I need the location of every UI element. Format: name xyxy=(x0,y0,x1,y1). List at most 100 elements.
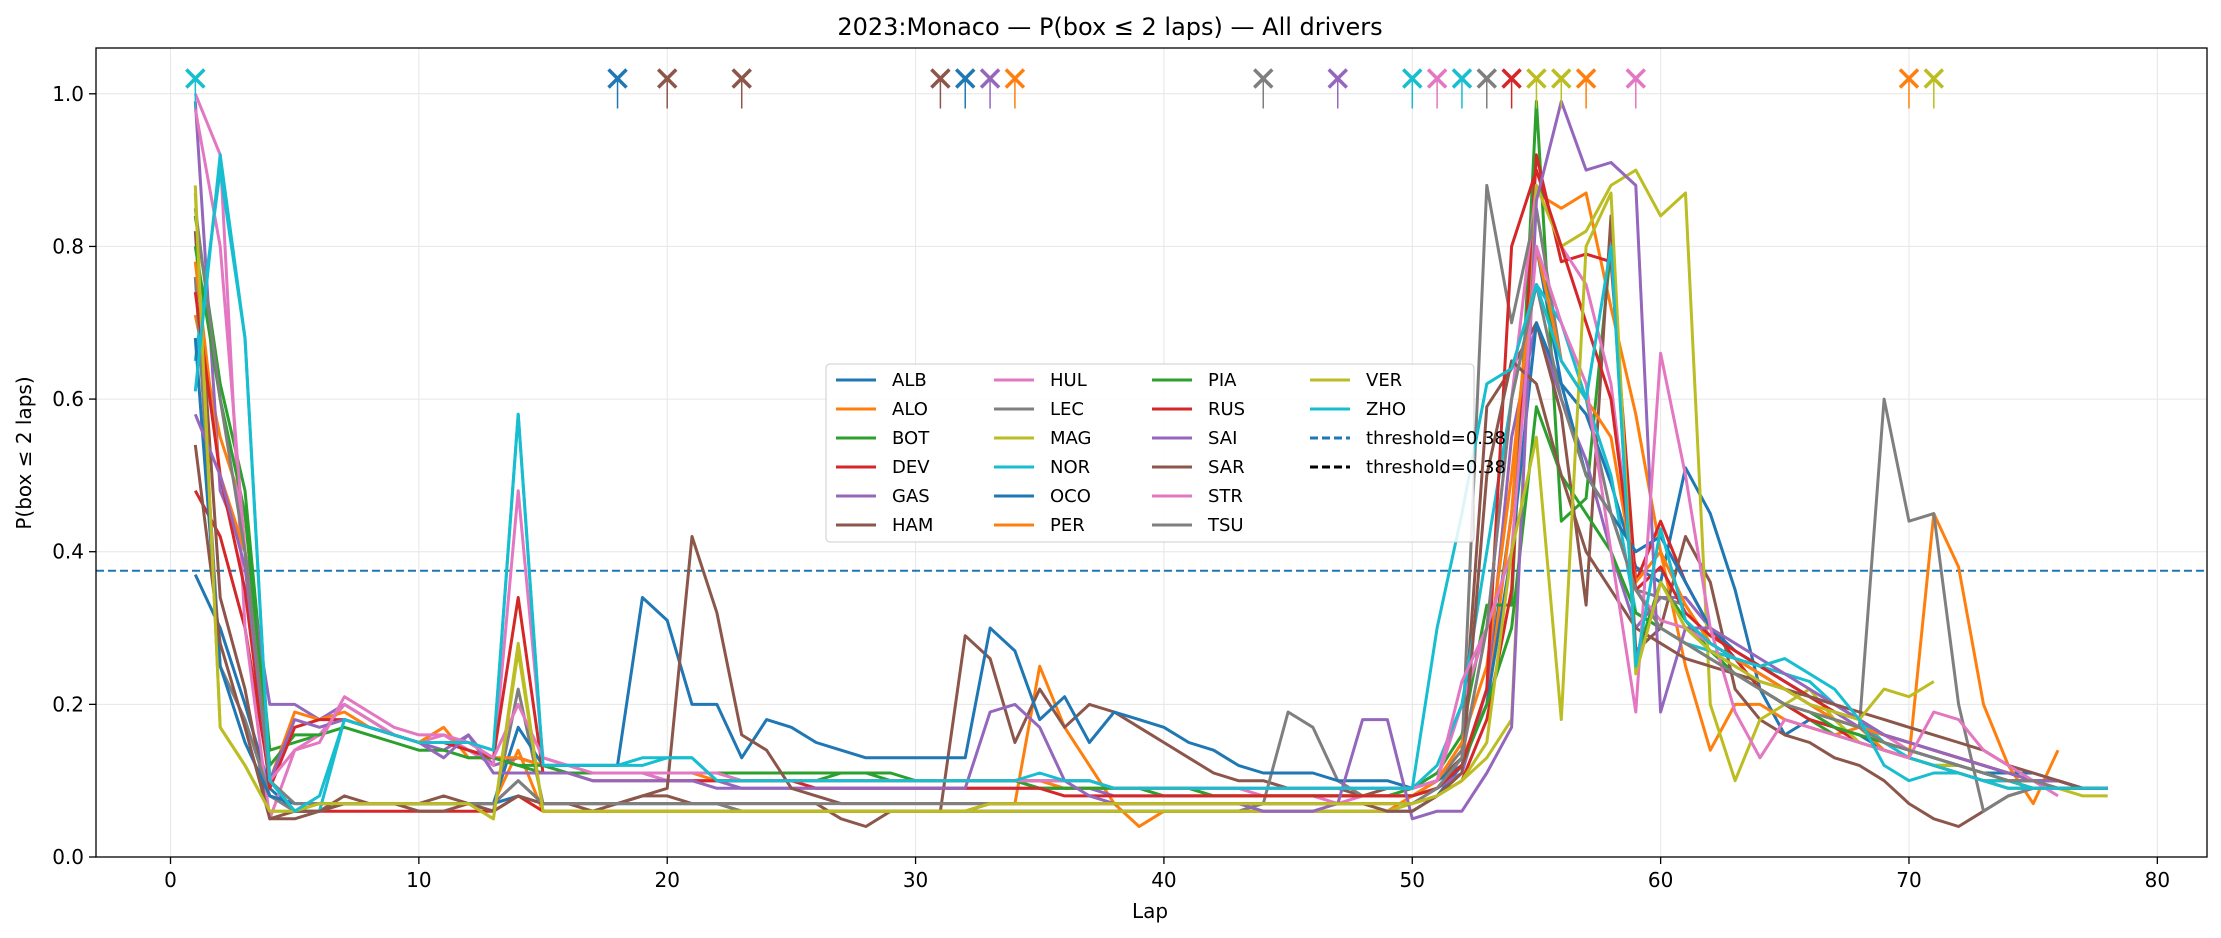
legend-item: BOT xyxy=(836,428,930,449)
legend-label: HAM xyxy=(892,515,933,536)
pit-marker xyxy=(954,68,976,109)
x-tick-label: 40 xyxy=(1151,868,1176,892)
legend-label: DEV xyxy=(892,457,930,478)
pit-marker xyxy=(185,68,206,109)
legend-item: NOR xyxy=(994,457,1090,478)
pit-marker-cross xyxy=(1476,68,1498,89)
legend-item: RUS xyxy=(1152,399,1245,420)
pit-marker-cross xyxy=(1327,68,1349,89)
pit-marker xyxy=(1501,68,1522,109)
legend-label: OCO xyxy=(1050,486,1091,507)
pit-marker xyxy=(1451,68,1473,109)
pit-marker-cross xyxy=(954,68,976,89)
series-line-ver xyxy=(193,191,1935,821)
legend-label: NOR xyxy=(1050,457,1090,478)
axis-ticks: 0 10 20 30 40 50 60 70 80 0.0 0.2 0.4 0.6 0.8 1.0 xyxy=(52,82,2170,892)
pit-marker xyxy=(1327,68,1349,109)
pit-marker xyxy=(1923,68,1945,109)
pit-marker-cross xyxy=(930,68,951,89)
pit-marker xyxy=(979,68,1001,109)
pit-marker-cross xyxy=(1575,68,1597,89)
pit-marker-cross xyxy=(607,68,628,89)
series-line-zho xyxy=(193,153,2108,813)
legend-item: STR xyxy=(1152,486,1243,507)
pit-marker-cross xyxy=(1451,68,1473,89)
legend-label: SAR xyxy=(1208,457,1245,478)
legend-label: HUL xyxy=(1050,370,1087,391)
legend-label: BOT xyxy=(892,428,930,449)
legend-item: LEC xyxy=(994,399,1084,420)
pit-markers xyxy=(185,68,1945,109)
pit-marker-cross xyxy=(1402,68,1423,89)
y-tick-label: 1.0 xyxy=(52,82,84,106)
pit-marker-cross xyxy=(1004,68,1026,89)
pit-marker xyxy=(1402,68,1423,109)
legend-item: VER xyxy=(1310,370,1402,391)
x-tick-label: 0 xyxy=(164,868,177,892)
y-tick-label: 0.0 xyxy=(52,845,84,869)
y-tick-label: 0.8 xyxy=(52,234,84,258)
legend-label: GAS xyxy=(892,486,930,507)
pit-marker-cross xyxy=(1898,68,1920,89)
legend-label: STR xyxy=(1208,486,1243,507)
x-tick-label: 30 xyxy=(903,868,928,892)
pit-marker-cross xyxy=(731,68,752,89)
pit-marker xyxy=(1898,68,1920,109)
pit-marker-cross xyxy=(1551,68,1572,89)
y-tick-label: 0.4 xyxy=(52,540,84,564)
legend-item: PER xyxy=(994,515,1085,536)
pit-marker xyxy=(1426,68,1448,109)
legend-label: MAG xyxy=(1050,428,1091,449)
plot-frame xyxy=(95,47,2208,858)
pit-marker xyxy=(1253,68,1274,109)
legend-item: HUL xyxy=(994,370,1087,391)
y-axis-label: P(box ≤ 2 laps) xyxy=(12,376,36,529)
x-axis-label: Lap xyxy=(1132,899,1168,923)
legend-item: DEV xyxy=(836,457,930,478)
y-tick-label: 0.2 xyxy=(52,692,84,716)
pit-marker-cross xyxy=(979,68,1001,89)
legend-item: ZHO xyxy=(1310,399,1406,420)
pit-marker xyxy=(656,68,678,109)
legend-label: RUS xyxy=(1208,399,1245,420)
pit-marker xyxy=(930,68,951,109)
pit-marker-cross xyxy=(1526,68,1547,89)
legend-item: threshold=0.38 xyxy=(1310,457,1506,478)
pit-marker-cross xyxy=(1501,68,1522,89)
x-tick-label: 60 xyxy=(1648,868,1673,892)
legend-label: TSU xyxy=(1207,515,1244,536)
legend-label: SAI xyxy=(1208,428,1237,449)
pit-marker xyxy=(1625,68,1647,109)
pit-marker xyxy=(607,68,628,109)
pit-marker-cross xyxy=(656,68,678,89)
legend-label: PER xyxy=(1050,515,1085,536)
legend-item: threshold=0.38 xyxy=(1310,428,1506,449)
legend: ALB ALO BOT DEV GAS HAM HUL LEC MAG NOR OCO PER PIA R… xyxy=(825,363,1506,543)
pit-marker xyxy=(1551,68,1572,109)
legend-label: threshold=0.38 xyxy=(1366,457,1506,478)
pit-marker-cross xyxy=(185,68,206,89)
x-tick-label: 10 xyxy=(406,868,431,892)
x-tick-label: 70 xyxy=(1896,868,1921,892)
series-line-rus xyxy=(193,168,2108,798)
legend-item: ALO xyxy=(836,399,928,420)
legend-item: GAS xyxy=(836,486,930,507)
legend-item: ALB xyxy=(836,370,927,391)
legend-item: MAG xyxy=(994,428,1091,449)
legend-label: PIA xyxy=(1208,370,1237,391)
legend-label: threshold=0.38 xyxy=(1366,428,1506,449)
legend-item: OCO xyxy=(994,486,1091,507)
legend-item: HAM xyxy=(836,515,933,536)
legend-item: TSU xyxy=(1152,515,1244,536)
pit-marker-cross xyxy=(1923,68,1945,89)
x-tick-label: 20 xyxy=(654,868,679,892)
y-tick-label: 0.6 xyxy=(52,387,84,411)
pit-marker xyxy=(1575,68,1597,109)
legend-item: SAR xyxy=(1152,457,1245,478)
legend-item: SAI xyxy=(1152,428,1237,449)
legend-label: ALB xyxy=(892,370,927,391)
pit-marker-cross xyxy=(1625,68,1647,89)
legend-label: LEC xyxy=(1050,399,1084,420)
legend-item: PIA xyxy=(1152,370,1237,391)
